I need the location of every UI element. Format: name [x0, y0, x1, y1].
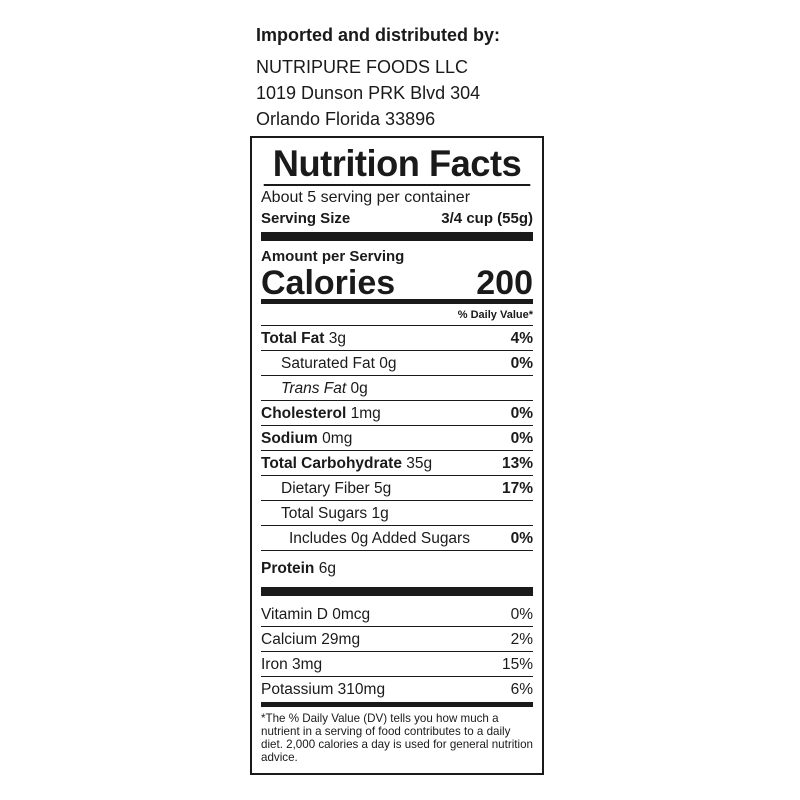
medium-divider — [261, 299, 533, 304]
nutrient-daily-value: 0% — [510, 405, 533, 422]
vitamin-name: Vitamin D 0mcg — [261, 606, 371, 623]
calories-value: 200 — [476, 264, 533, 302]
thick-divider — [261, 232, 533, 241]
protein-row: Protein 6g — [261, 551, 533, 587]
nutrient-name: Total Fat — [261, 330, 325, 347]
vitamin-row: Vitamin D 0mcg 0% — [261, 602, 533, 627]
nutrient-row: Cholesterol 1mg 0% — [261, 401, 533, 426]
vitamin-daily-value: 2% — [510, 631, 533, 648]
label-title: Nutrition Facts — [263, 138, 531, 186]
nutrient-label: Total Sugars 1g — [261, 501, 389, 525]
protein-amount: 6g — [318, 560, 336, 577]
nutrient-name: Saturated Fat — [281, 355, 375, 372]
nutrient-label: Saturated Fat 0g — [261, 351, 396, 375]
nutrient-amount: 3g — [328, 330, 346, 347]
importer-company: NUTRIPURE FOODS LLC — [256, 57, 469, 77]
nutrient-row: Saturated Fat 0g 0% — [261, 351, 533, 376]
nutrient-daily-value: 4% — [510, 330, 533, 347]
vitamin-list: Vitamin D 0mcg 0% Calcium 29mg 2% Iron 3mg 15… — [261, 602, 533, 702]
medium-divider — [261, 702, 533, 707]
nutrient-daily-value: 13% — [501, 455, 533, 472]
nutrient-row: Trans Fat 0g — [261, 376, 533, 401]
nutrient-amount: 0g — [350, 380, 368, 397]
nutrient-amount: 0g — [379, 355, 397, 372]
nutrient-label: Dietary Fiber 5g — [261, 476, 391, 500]
nutrient-amount: 0mg — [322, 430, 353, 447]
nutrient-label: Total Fat 3g — [261, 326, 346, 350]
nutrient-amount: 1mg — [350, 405, 381, 422]
serving-size-value: 3/4 cup (55g) — [441, 210, 533, 227]
vitamin-name: Calcium 29mg — [261, 631, 361, 648]
nutrient-row: Total Carbohydrate 35g 13% — [261, 451, 533, 476]
vitamin-row: Iron 3mg 15% — [261, 652, 533, 677]
vitamin-row: Potassium 310mg 6% — [261, 677, 533, 702]
importer-heading: Imported and distributed by: — [256, 25, 501, 45]
serving-size-label: Serving Size — [261, 210, 351, 227]
nutrient-list: Total Fat 3g 4% Saturated Fat 0g 0% Trans Fa… — [261, 326, 533, 551]
vitamin-daily-value: 15% — [501, 656, 533, 673]
nutrition-facts-label: Nutrition Facts About 5 serving per cont… — [250, 136, 544, 775]
nutrient-amount: 1g — [371, 505, 389, 522]
amount-per-serving: Amount per Serving — [261, 248, 405, 265]
nutrient-name: Dietary Fiber — [281, 480, 370, 497]
nutrient-daily-value: 0% — [510, 530, 533, 547]
vitamin-name: Iron 3mg — [261, 656, 323, 673]
calories-label: Calories — [261, 264, 396, 302]
nutrient-row: Total Sugars 1g — [261, 501, 533, 526]
vitamin-name: Potassium 310mg — [261, 681, 386, 698]
nutrient-row: Sodium 0mg 0% — [261, 426, 533, 451]
nutrient-label: Trans Fat 0g — [261, 376, 368, 400]
protein-name: Protein — [261, 560, 315, 577]
importer-city: Orlando Florida 33896 — [256, 109, 436, 129]
daily-value-header: % Daily Value* — [261, 304, 533, 326]
calories-row: Calories 200 — [261, 265, 533, 301]
importer-info: Imported and distributed by: NUTRIPURE F… — [256, 22, 500, 132]
serving-info: About 5 serving per container Serving Si… — [261, 186, 533, 232]
nutrient-name: Includes 0g Added Sugars — [289, 530, 470, 547]
serving-size: Serving Size 3/4 cup (55g) — [261, 208, 533, 230]
nutrient-daily-value: 17% — [501, 480, 533, 497]
footnote: *The % Daily Value (DV) tells you how mu… — [261, 712, 533, 764]
nutrient-name: Cholesterol — [261, 405, 347, 422]
nutrient-name: Trans Fat — [281, 380, 347, 397]
nutrient-label: Cholesterol 1mg — [261, 401, 381, 425]
nutrient-row: Includes 0g Added Sugars 0% — [261, 526, 533, 551]
nutrient-name: Total Carbohydrate — [261, 455, 402, 472]
nutrient-row: Dietary Fiber 5g 17% — [261, 476, 533, 501]
nutrient-daily-value: 0% — [510, 430, 533, 447]
importer-street: 1019 Dunson PRK Blvd 304 — [256, 83, 481, 103]
nutrient-amount: 5g — [374, 480, 392, 497]
nutrient-name: Total Sugars — [281, 505, 368, 522]
vitamin-daily-value: 0% — [510, 606, 533, 623]
nutrient-row: Total Fat 3g 4% — [261, 326, 533, 351]
servings-per-container: About 5 serving per container — [261, 189, 471, 206]
nutrient-name: Sodium — [261, 430, 318, 447]
calories-section: Amount per Serving Calories 200 — [261, 241, 533, 301]
vitamin-row: Calcium 29mg 2% — [261, 627, 533, 652]
nutrient-label: Sodium 0mg — [261, 426, 352, 450]
nutrient-label: Total Carbohydrate 35g — [261, 451, 432, 475]
nutrient-amount: 35g — [406, 455, 433, 472]
nutrient-label: Includes 0g Added Sugars — [261, 526, 470, 550]
nutrient-daily-value: 0% — [510, 355, 533, 372]
thick-divider — [261, 587, 533, 596]
vitamin-daily-value: 6% — [510, 681, 533, 698]
